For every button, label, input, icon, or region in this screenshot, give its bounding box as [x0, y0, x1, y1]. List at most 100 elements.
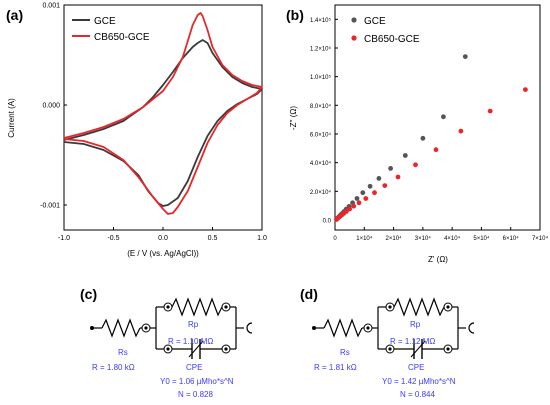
cv-chart: -1.0 -0.5 0.0 0.5 1.0 -0.001 0.000 0.001 Curren… — [7, 3, 267, 259]
nyquist-axis-ticks: 0 1×10⁴ 2×10⁴ 3×10⁴ 4×10⁴ 5×10⁴ 6×10⁴ 7×10⁴ 0.0 2… — [310, 17, 549, 242]
nyquist-chart: 0 1×10⁴ 2×10⁴ 3×10⁴ 4×10⁴ 5×10⁴ 6×10⁴ 7×10⁴ 0.0 2… — [289, 4, 549, 264]
cv-series — [63, 12, 263, 215]
nyquist-legend-marker-cb650 — [351, 35, 357, 41]
rp-resistor-symbol — [393, 297, 445, 317]
nyquist-point-gce — [402, 153, 408, 158]
circuit-output-terminal — [468, 322, 475, 334]
rp-resistor-symbol — [171, 297, 223, 317]
cv-ytick-label: 0.001 — [42, 3, 60, 10]
nyquist-point-cb650-gce — [458, 128, 464, 134]
rp-value: R = 1.10 MΩ — [168, 337, 213, 346]
cpe-slash — [410, 340, 426, 358]
panel-letter-c: (c) — [80, 286, 97, 302]
cv-xtick-label: 0.5 — [208, 235, 218, 242]
nyquist-xtick-label: 1×10⁴ — [356, 235, 373, 242]
rs-resistor-symbol — [323, 318, 363, 338]
cpe-y0-value: Y0 = 1.06 µMho*s^N — [160, 377, 234, 386]
nyquist-point-gce — [420, 135, 426, 141]
nyquist-ytick-label: 4.0×10⁴ — [310, 160, 332, 167]
rp-label: Rp — [410, 320, 421, 329]
cpe-n-value: N = 0.828 — [178, 390, 213, 399]
cv-axis-ticks: -1.0 -0.5 0.0 0.5 1.0 -0.001 0.000 0.001 — [40, 3, 267, 243]
nyquist-ytick-label: 8.0×10⁴ — [310, 103, 332, 110]
equivalent-circuit-c: Rs R = 1.80 kΩ Rp R = 1.10 MΩ CPE Y0 = 1… — [90, 297, 253, 399]
rs-value: R = 1.81 kΩ — [314, 363, 357, 372]
nyquist-point-gce — [367, 183, 373, 189]
nyquist-ytick-label: 2.0×10⁴ — [310, 189, 332, 196]
circuit-node-dot — [446, 305, 450, 309]
nyquist-point-gce — [441, 114, 446, 120]
cpe-label: CPE — [408, 363, 424, 372]
nyquist-ytick-label: 1.2×10⁵ — [310, 45, 332, 52]
nyquist-point-cb650-gce — [395, 174, 401, 180]
nyquist-point-gce — [462, 54, 468, 59]
nyquist-point-cb650-gce — [487, 108, 493, 114]
nyquist-xlabel: Z' (Ω) — [428, 255, 448, 264]
nyquist-legend-label-gce: GCE — [364, 16, 386, 27]
cv-series-line-gce — [63, 39, 263, 207]
panel-letter-a: (a) — [6, 7, 23, 23]
cv-xtick-label: -1.0 — [58, 235, 70, 242]
nyquist-xtick-label: 4×10⁴ — [444, 235, 461, 242]
equivalent-circuit-d: Rs R = 1.81 kΩ Rp R = 1.12 MΩ CPE Y0 = 1… — [312, 297, 475, 399]
panel-letter-b: (b) — [286, 7, 304, 23]
nyquist-point-cb650-gce — [363, 196, 369, 201]
nyquist-point-cb650-gce — [413, 162, 418, 168]
cv-legend: GCE CB650-GCE — [72, 16, 150, 43]
nyquist-point-cb650-gce — [351, 203, 357, 209]
nyquist-point-cb650-gce — [356, 200, 362, 206]
circuit-node-dot — [388, 305, 392, 309]
nyquist-xtick-label: 6×10⁴ — [503, 235, 520, 242]
cv-series-line-cb650-gce — [63, 12, 263, 215]
cv-xtick-label: 0.0 — [158, 235, 168, 242]
nyquist-xtick-label: 0 — [333, 236, 337, 242]
cpe-n-value: N = 0.844 — [400, 390, 435, 399]
nyquist-point-cb650-gce — [382, 183, 388, 189]
circuit-node-dot — [144, 326, 148, 330]
cpe-y0-value: Y0 = 1.42 µMho*s^N — [382, 377, 456, 386]
circuit-node-dot — [388, 347, 392, 351]
circuit-node-dot — [224, 347, 228, 351]
cv-ytick-label: -0.001 — [40, 203, 60, 210]
rs-value: R = 1.80 kΩ — [92, 363, 135, 372]
circuit-node-dot — [446, 347, 450, 351]
nyquist-ytick-label: 0.0 — [323, 218, 332, 224]
nyquist-point-gce — [376, 176, 382, 181]
cpe-label: CPE — [186, 363, 202, 372]
nyquist-xtick-label: 7×10⁴ — [532, 235, 549, 242]
nyquist-series — [334, 54, 528, 222]
rs-label: Rs — [340, 348, 350, 357]
nyquist-point-cb650-gce — [347, 206, 352, 212]
circuit-node-dot — [366, 326, 370, 330]
nyquist-point-gce — [388, 166, 393, 171]
rp-value: R = 1.12 MΩ — [390, 337, 435, 346]
circuit-node-dot — [166, 305, 170, 309]
nyquist-point-gce — [354, 196, 360, 201]
nyquist-point-cb650-gce — [433, 147, 439, 153]
circuit-node-dot — [224, 305, 228, 309]
nyquist-point-gce — [360, 190, 366, 196]
nyquist-point-cb650-gce — [523, 87, 528, 92]
nyquist-point-cb650-gce — [372, 190, 377, 196]
circuit-node-dot — [166, 347, 170, 351]
rs-resistor-symbol — [101, 318, 141, 338]
nyquist-xtick-label: 5×10⁴ — [473, 235, 490, 242]
rp-label: Rp — [188, 320, 199, 329]
nyquist-ytick-label: 1.4×10⁵ — [310, 17, 332, 24]
nyquist-plot-frame — [334, 4, 541, 231]
nyquist-legend: GCE CB650-GCE — [351, 16, 420, 45]
circuit-output-terminal — [246, 322, 253, 334]
cv-legend-label-cb650: CB650-GCE — [94, 32, 150, 43]
nyquist-ytick-label: 1.0×10⁵ — [310, 74, 332, 81]
cpe-slash — [188, 340, 204, 358]
nyquist-xtick-label: 2×10⁴ — [386, 235, 403, 242]
nyquist-xtick-label: 3×10⁴ — [415, 235, 432, 242]
nyquist-ylabel: -Z'' (Ω) — [289, 106, 298, 130]
cv-xlabel: (E / V (vs. Ag/AgCl)) — [127, 249, 199, 258]
cv-legend-label-gce: GCE — [94, 16, 116, 27]
cv-ytick-label: 0.000 — [42, 103, 60, 110]
nyquist-legend-marker-gce — [351, 17, 357, 23]
panel-letter-d: (d) — [300, 286, 318, 302]
nyquist-legend-label-cb650: CB650-GCE — [364, 34, 420, 45]
